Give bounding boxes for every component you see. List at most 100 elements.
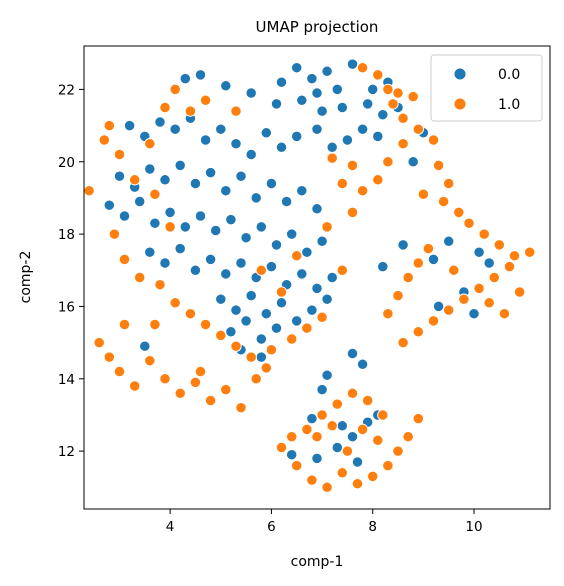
data-point bbox=[397, 138, 409, 150]
data-point bbox=[123, 119, 136, 132]
data-point bbox=[508, 250, 521, 262]
data-point bbox=[194, 210, 207, 222]
data-point bbox=[427, 253, 440, 266]
data-point bbox=[260, 127, 272, 139]
data-point bbox=[230, 138, 242, 150]
data-point bbox=[321, 65, 333, 77]
data-point bbox=[417, 188, 430, 200]
data-point bbox=[129, 380, 141, 392]
data-point bbox=[149, 217, 161, 229]
data-point bbox=[356, 423, 369, 436]
data-point bbox=[382, 83, 394, 96]
data-point bbox=[159, 101, 171, 114]
data-point bbox=[240, 315, 252, 327]
plot-area bbox=[83, 58, 536, 493]
data-point bbox=[260, 308, 272, 320]
data-point bbox=[488, 271, 500, 284]
data-point bbox=[346, 58, 359, 70]
data-point bbox=[356, 185, 369, 197]
data-point bbox=[255, 264, 267, 276]
data-point bbox=[220, 80, 232, 92]
data-point bbox=[427, 134, 440, 146]
data-point bbox=[270, 98, 283, 110]
chart-title: UMAP projection bbox=[256, 18, 379, 36]
data-point bbox=[199, 318, 212, 331]
data-point bbox=[103, 351, 115, 363]
data-point bbox=[144, 138, 156, 150]
data-point bbox=[93, 336, 105, 349]
data-point bbox=[296, 268, 308, 280]
data-point bbox=[351, 456, 364, 468]
legend-label: 1.0 bbox=[498, 97, 520, 113]
data-point bbox=[189, 177, 202, 190]
data-point bbox=[159, 174, 171, 186]
data-point bbox=[316, 311, 328, 323]
data-point bbox=[296, 185, 308, 197]
data-point bbox=[336, 264, 348, 276]
data-point bbox=[458, 293, 470, 305]
data-point bbox=[397, 336, 409, 349]
data-point bbox=[286, 449, 298, 461]
data-point bbox=[321, 369, 333, 381]
data-point bbox=[275, 141, 288, 153]
x-tick-label: 8 bbox=[368, 519, 377, 535]
data-point bbox=[113, 148, 126, 161]
y-tick-label: 16 bbox=[58, 299, 75, 315]
data-point bbox=[427, 315, 440, 327]
data-point bbox=[164, 206, 176, 219]
data-point bbox=[392, 445, 404, 457]
series-0.0 bbox=[103, 58, 495, 468]
data-point bbox=[291, 250, 303, 262]
data-point bbox=[483, 297, 495, 309]
data-point bbox=[220, 185, 232, 197]
data-point bbox=[179, 72, 191, 85]
data-point bbox=[230, 105, 242, 117]
data-point bbox=[498, 308, 511, 320]
data-point bbox=[382, 308, 394, 320]
data-point bbox=[437, 195, 450, 208]
data-point bbox=[331, 398, 343, 410]
data-point bbox=[286, 228, 298, 240]
data-point bbox=[372, 174, 384, 186]
data-point bbox=[301, 322, 313, 334]
data-point bbox=[432, 300, 445, 313]
plot-frame bbox=[83, 45, 551, 510]
data-point bbox=[275, 297, 288, 309]
data-point bbox=[463, 217, 475, 229]
data-point bbox=[139, 340, 151, 352]
data-point bbox=[164, 221, 176, 233]
y-tick-label: 22 bbox=[58, 82, 75, 98]
data-point bbox=[270, 322, 283, 334]
data-point bbox=[144, 246, 156, 258]
legend-marker bbox=[453, 67, 467, 81]
data-point bbox=[346, 159, 359, 172]
data-point bbox=[108, 228, 121, 240]
y-tick-label: 20 bbox=[58, 155, 75, 171]
data-point bbox=[270, 239, 283, 251]
data-point bbox=[493, 239, 505, 251]
data-point bbox=[412, 123, 424, 135]
data-point bbox=[443, 177, 455, 190]
data-point bbox=[311, 203, 323, 215]
data-point bbox=[311, 452, 323, 465]
data-point bbox=[326, 420, 338, 432]
data-point bbox=[240, 232, 252, 244]
data-point bbox=[483, 257, 495, 269]
data-point bbox=[331, 83, 343, 96]
x-tick-label: 6 bbox=[267, 519, 276, 535]
data-point bbox=[407, 90, 419, 103]
data-point bbox=[356, 358, 369, 370]
data-point bbox=[245, 87, 257, 99]
data-point bbox=[362, 394, 374, 407]
data-point bbox=[169, 123, 181, 135]
data-point bbox=[255, 351, 267, 363]
data-point bbox=[184, 105, 197, 117]
data-point bbox=[382, 156, 394, 168]
data-point bbox=[326, 152, 338, 164]
x-tick-label: 4 bbox=[166, 519, 175, 535]
data-point bbox=[275, 441, 288, 454]
data-point bbox=[199, 94, 212, 106]
data-point bbox=[159, 257, 171, 269]
data-point bbox=[377, 109, 389, 121]
data-point bbox=[83, 185, 95, 197]
